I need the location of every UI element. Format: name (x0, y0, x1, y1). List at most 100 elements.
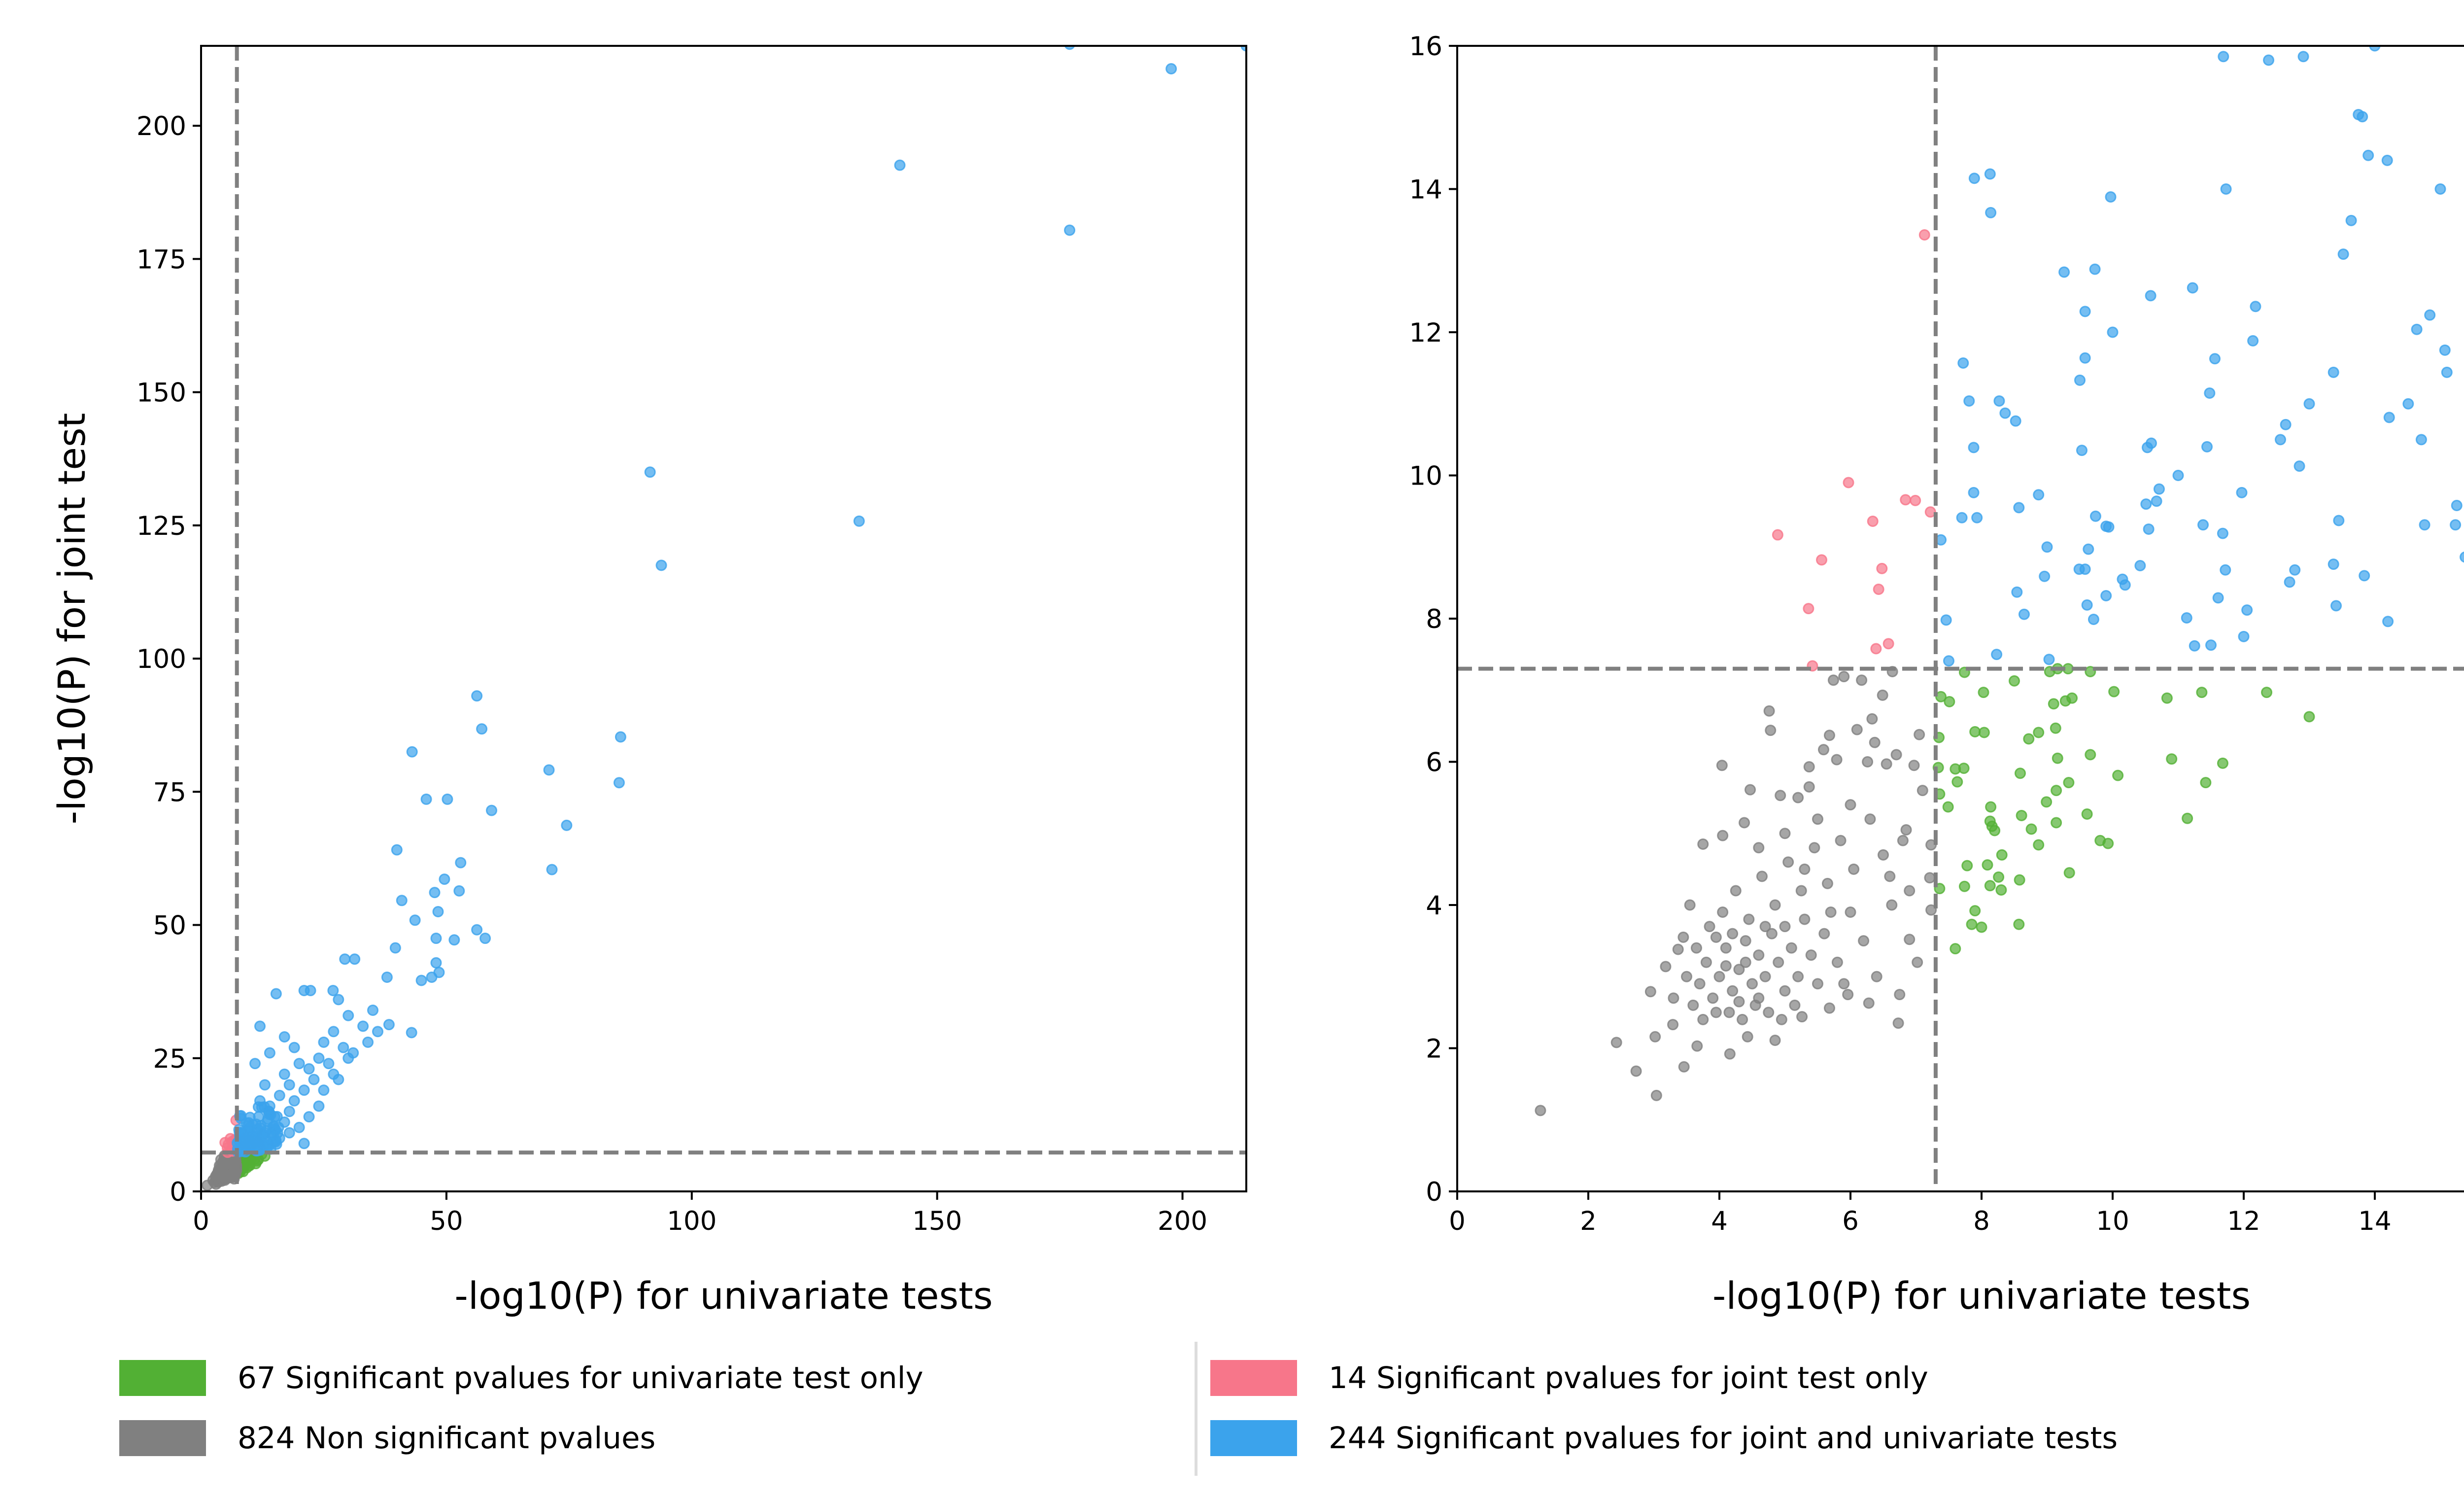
data-point (1779, 921, 1791, 933)
data-point (357, 1020, 369, 1032)
data-point (1976, 921, 1987, 933)
data-point (2009, 675, 2020, 687)
data-point (1610, 1037, 1622, 1048)
data-point (1759, 921, 1771, 933)
data-point (2089, 263, 2101, 275)
data-point (1842, 989, 1854, 1001)
data-point (2103, 521, 2115, 533)
data-point (1999, 407, 2011, 419)
data-point (1745, 784, 1756, 796)
data-point (1672, 943, 1684, 955)
data-point (2197, 519, 2209, 531)
data-point (2411, 323, 2423, 335)
data-point (1968, 173, 1980, 184)
data-point (2330, 600, 2342, 612)
data-point (406, 1027, 417, 1039)
data-point (2284, 576, 2295, 588)
legend-label: 824 Non significant pvalues (238, 1420, 656, 1456)
y-tick-label: 12 (1409, 318, 1442, 348)
data-point (278, 1031, 290, 1043)
data-point (1996, 849, 2008, 861)
data-point (1871, 971, 1882, 982)
legend-label: 14 Significant pvalues for joint test on… (1329, 1360, 1928, 1395)
data-point (1904, 934, 1916, 945)
data-point (2383, 412, 2395, 423)
data-point (1950, 943, 1961, 955)
data-point (1704, 921, 1715, 933)
data-point (2327, 366, 2339, 378)
series-2 (1772, 229, 1936, 672)
data-point (2333, 515, 2345, 526)
data-point (1968, 487, 1980, 498)
data-point (2083, 543, 2094, 555)
data-point (1827, 674, 1839, 686)
data-point (293, 1121, 305, 1133)
data-point (2189, 640, 2200, 652)
data-point (2220, 564, 2231, 576)
data-point (283, 1127, 295, 1139)
data-point (1803, 781, 1815, 793)
data-point (1795, 885, 1807, 897)
data-point (420, 793, 432, 805)
data-point (1717, 830, 1729, 841)
data-point (1710, 1007, 1722, 1018)
data-point (2293, 460, 2305, 472)
data-point (1716, 760, 1728, 771)
data-point (2419, 519, 2430, 531)
legend-divider[interactable] (1195, 1342, 1198, 1476)
data-point (1978, 727, 1990, 738)
data-point (1799, 913, 1811, 925)
x-tick-label: 100 (667, 1206, 717, 1236)
data-point (2250, 301, 2261, 313)
data-point (288, 1095, 300, 1107)
left-panel: 0 50 100 150 200 0 25 50 75 100 125 150 175 200 -log10… (50, 45, 1247, 1318)
x-axis-label: -log10(P) for univariate tests (454, 1274, 992, 1318)
data-point (2357, 111, 2368, 123)
axes-frame (1456, 45, 2464, 1192)
data-point (1831, 754, 1843, 766)
data-point (308, 1074, 320, 1085)
data-point (1064, 224, 1076, 236)
data-point (254, 1095, 266, 1107)
data-point (432, 906, 444, 918)
data-point (1900, 824, 1912, 836)
data-point (288, 1042, 300, 1053)
data-point (613, 777, 625, 789)
data-point (1862, 756, 1874, 767)
data-point (1753, 842, 1765, 854)
data-point (1835, 835, 1847, 846)
data-point (1660, 961, 1672, 973)
data-point (270, 988, 282, 1000)
data-point (327, 984, 339, 996)
data-point (391, 844, 403, 856)
data-point (2274, 434, 2286, 446)
y-tick-label: 14 (1409, 175, 1442, 205)
data-point (485, 804, 497, 816)
data-point (293, 1058, 305, 1070)
data-point (2161, 692, 2173, 704)
data-point (2434, 183, 2446, 195)
data-point (2014, 874, 2025, 886)
data-point (1815, 554, 1827, 566)
legend-item-univariate-only: 67 Significant pvalues for univariate te… (119, 1358, 924, 1397)
data-point (2263, 54, 2275, 66)
data-point (254, 1020, 266, 1032)
y-tick-label: 125 (137, 511, 186, 541)
data-point (2209, 353, 2221, 365)
data-point (249, 1132, 261, 1144)
data-point (264, 1047, 275, 1059)
y-tick-label: 4 (1426, 891, 1442, 921)
data-point (1707, 992, 1719, 1004)
data-point (1985, 801, 1997, 813)
data-point (2362, 149, 2374, 161)
y-tick-label: 0 (170, 1177, 186, 1207)
data-point (1821, 877, 1833, 889)
data-point (1963, 395, 1975, 407)
data-point (2172, 470, 2184, 481)
points-layer (202, 46, 1246, 1191)
data-point (1943, 655, 1954, 667)
data-point (1644, 986, 1656, 998)
data-point (1858, 935, 1870, 947)
data-point (269, 1111, 280, 1123)
